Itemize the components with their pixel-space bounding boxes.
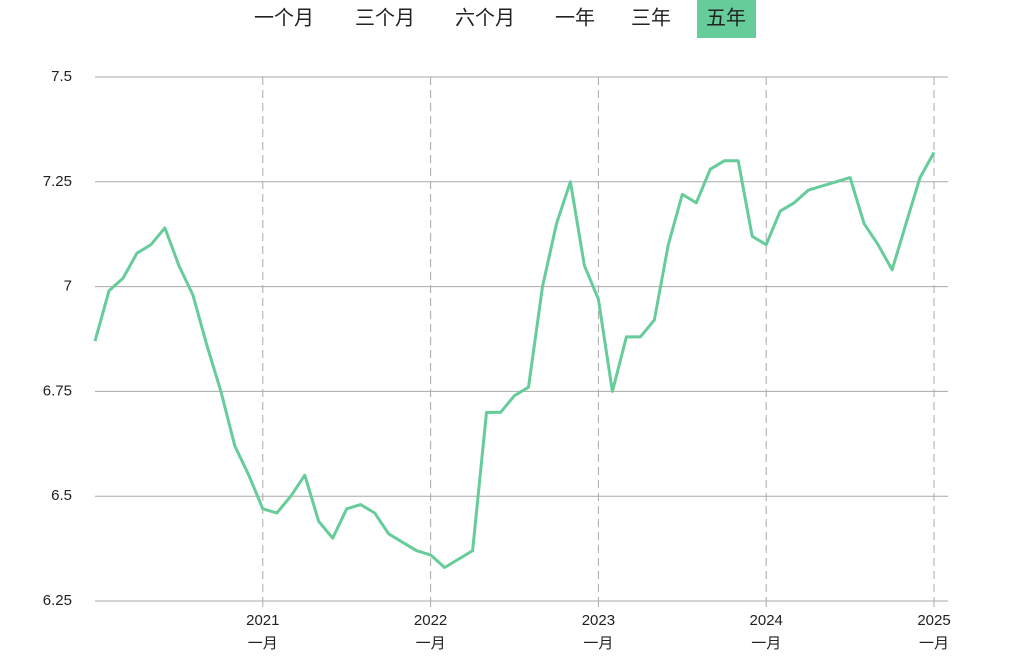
tab-active-bg (697, 0, 756, 38)
tab[interactable]: 五年 (706, 6, 746, 29)
x-tick-label: 2024 (750, 612, 783, 629)
x-tick-label: 2023 (582, 612, 615, 629)
y-tick-label: 6.75 (43, 382, 72, 399)
tab[interactable]: 三年 (631, 6, 671, 29)
x-tick-month: 一月 (751, 635, 781, 652)
x-tick-label: 2022 (414, 612, 447, 629)
x-tick-label: 2025 (917, 612, 950, 629)
y-tick-label: 7.5 (51, 68, 72, 85)
tab[interactable]: 一年 (555, 6, 595, 29)
x-tick-month: 一月 (416, 635, 446, 652)
y-tick-label: 6.25 (43, 592, 72, 609)
y-tick-label: 6.5 (51, 487, 72, 504)
tab[interactable]: 一个月 (254, 6, 314, 29)
tab[interactable]: 三个月 (355, 6, 415, 29)
x-tick-label: 2021 (246, 612, 279, 629)
y-tick-label: 7.25 (43, 173, 72, 190)
x-tick-month: 一月 (248, 635, 278, 652)
line-series (93, 151, 936, 569)
x-tick-month: 一月 (583, 635, 613, 652)
tab[interactable]: 六个月 (455, 6, 515, 29)
y-tick-label: 7 (64, 278, 72, 295)
x-tick-month: 一月 (919, 635, 949, 652)
